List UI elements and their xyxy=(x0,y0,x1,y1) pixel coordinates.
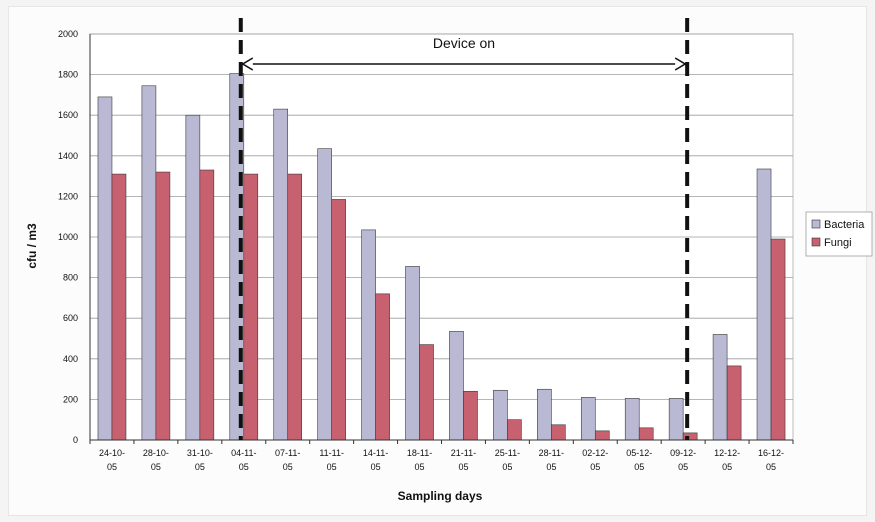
x-tick-labels: 24-10-05 28-10-05 31-10-05 04-11-05 07-11-05… xyxy=(99,448,784,472)
x-tick-label: 16-12-05 xyxy=(758,448,784,472)
fungi-bar xyxy=(331,199,346,441)
fungi-bar xyxy=(111,173,127,441)
x-tick-label: 18-11-05 xyxy=(407,448,432,472)
y-tick-label: 1000 xyxy=(58,232,78,242)
y-tick-label: 2000 xyxy=(58,29,78,39)
x-axis-label: Sampling days xyxy=(398,489,483,503)
y-tick-labels: 0 200 400 600 800 1000 1200 1400 1600 1800 2000 xyxy=(58,29,78,445)
legend: Bacteria Fungi xyxy=(805,211,873,257)
y-tick-label: 600 xyxy=(63,313,78,323)
fungi-bar xyxy=(594,430,610,441)
fungi-legend-swatch xyxy=(811,237,821,247)
x-tick-label: 04-11-05 xyxy=(231,448,256,472)
device-period-markers xyxy=(238,18,690,440)
bacteria-bar xyxy=(273,108,289,441)
fungi-bar xyxy=(419,344,434,441)
bacteria-bar xyxy=(405,266,420,441)
bacteria-bar xyxy=(361,229,376,441)
y-tick-label: 1600 xyxy=(58,110,78,120)
y-tick-label: 1200 xyxy=(58,191,78,201)
bacteria-bar xyxy=(141,85,157,441)
bacteria-bar xyxy=(317,148,332,441)
y-tick-label: 200 xyxy=(63,394,78,404)
bacteria-bar xyxy=(580,397,596,441)
fungi-bar xyxy=(199,169,215,441)
y-tick-label: 800 xyxy=(63,273,78,283)
fungi-legend-label: Fungi xyxy=(824,237,852,249)
fungi-bar xyxy=(155,171,171,441)
bacteria-bar xyxy=(537,388,552,441)
x-tick-label: 05-12-05 xyxy=(626,448,652,472)
x-tick-label: 07-11-05 xyxy=(275,448,300,472)
fungi-bar xyxy=(551,424,566,441)
fungi-bar xyxy=(463,390,478,441)
bacteria-bar xyxy=(624,398,640,441)
fungi-bar xyxy=(243,173,259,441)
fungi-bar xyxy=(770,238,786,441)
x-tick-label: 12-12-05 xyxy=(714,448,740,472)
x-tick-label: 28-11-05 xyxy=(539,448,564,472)
y-tick-label: 0 xyxy=(73,435,78,445)
fungi-bar xyxy=(287,173,303,441)
x-tick-label: 02-12-05 xyxy=(582,448,608,472)
bacteria-legend-label: Bacteria xyxy=(824,219,865,231)
bacteria-legend-swatch xyxy=(811,219,821,229)
bacteria-bar xyxy=(756,168,772,441)
y-axis-label: cfu / m3 xyxy=(25,223,39,269)
fungi-bar xyxy=(375,293,390,441)
x-tick-label: 21-11-05 xyxy=(451,448,476,472)
x-tick-label: 09-12-05 xyxy=(670,448,696,472)
x-tick-label: 25-11-05 xyxy=(495,448,520,472)
bacteria-bar xyxy=(185,114,201,441)
arrow-head-left xyxy=(241,57,254,71)
axes xyxy=(89,34,794,444)
arrow-head-right xyxy=(674,57,687,71)
bacteria-bar xyxy=(493,389,508,441)
x-tick-label: 24-10-05 xyxy=(99,448,125,472)
legend-box xyxy=(805,211,873,257)
x-tick-label: 14-11-05 xyxy=(363,448,388,472)
fungi-bar xyxy=(507,419,522,441)
x-tick-label: 31-10-05 xyxy=(187,448,213,472)
y-tick-label: 1800 xyxy=(58,70,78,80)
bars xyxy=(97,73,786,441)
y-tick-label: 400 xyxy=(63,354,78,364)
bacteria-bar xyxy=(97,96,113,441)
fungi-bar xyxy=(638,427,654,441)
bacteria-bar xyxy=(449,331,464,441)
bacteria-bar xyxy=(668,398,684,441)
x-tick-label: 28-10-05 xyxy=(143,448,169,472)
x-tick-label: 11-11-05 xyxy=(319,448,344,472)
bacteria-bar xyxy=(712,334,728,441)
device-on-label: Device on xyxy=(433,35,495,51)
fungi-bar xyxy=(726,365,742,441)
y-tick-label: 1400 xyxy=(58,151,78,161)
